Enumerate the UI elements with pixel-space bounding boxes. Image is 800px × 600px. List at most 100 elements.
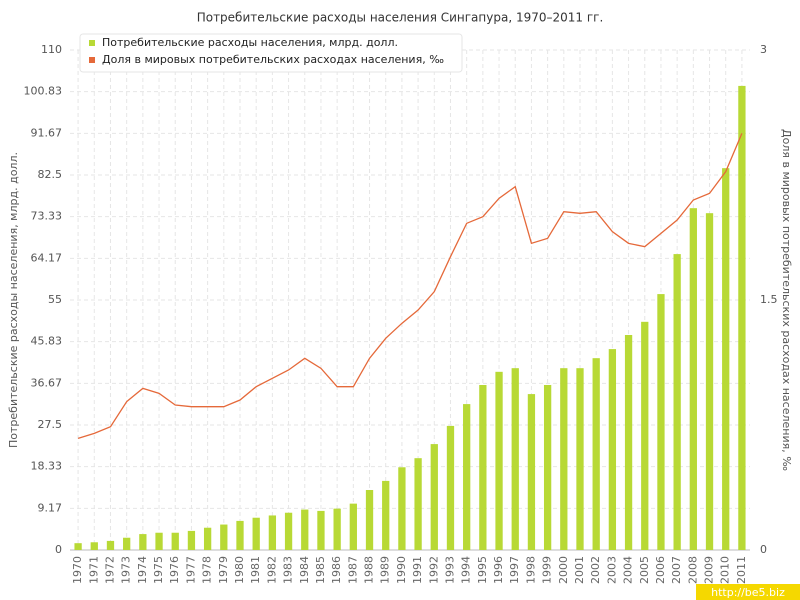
x-tick-label: 1976 [168,556,181,584]
x-tick-label: 1996 [492,556,505,584]
x-tick-label: 1993 [443,556,456,584]
x-tick-label: 2002 [589,556,602,584]
y-tick-label: 18.33 [31,460,63,473]
y-tick-label: 73.33 [31,210,63,223]
bar [203,527,212,550]
bar [284,512,293,550]
x-tick-label: 1974 [136,556,149,584]
x-tick-label: 2000 [557,556,570,584]
y2-tick-label: 1.5 [760,293,778,306]
x-tick-label: 1972 [103,556,116,584]
x-tick-label: 1983 [282,556,295,584]
x-tick-label: 2010 [719,556,732,584]
y-axis-label: Потребительские расходы населения, млрд.… [7,152,20,448]
bar [641,321,649,550]
x-tick-label: 2009 [703,556,716,584]
legend-label: Доля в мировых потребительских расходах … [102,53,444,66]
bar [592,358,600,550]
bar [495,371,503,550]
x-tick-label: 1978 [201,556,214,584]
y-tick-label: 36.67 [31,376,63,389]
bar [268,515,277,550]
y-tick-label: 110 [41,43,62,56]
chart-title: Потребительские расходы населения Сингап… [197,11,604,25]
bar [722,168,730,550]
bar [317,510,325,550]
x-tick-label: 1982 [265,556,278,584]
bar [349,503,357,550]
bar [252,517,260,550]
legend-swatch [89,40,95,46]
bar [705,213,714,550]
line [77,133,743,439]
bar [139,534,147,550]
x-tick-label: 2004 [622,556,635,584]
bar [220,524,228,550]
bar [560,368,568,550]
x-tick-label: 1999 [541,556,554,584]
x-tick-label: 1977 [184,556,197,584]
x-tick-label: 1992 [427,556,440,584]
source: http://be5.biz [711,586,785,599]
bar [624,335,633,550]
x-tick-label: 1997 [508,556,521,584]
y2-tick-label: 0 [760,543,767,556]
bar [576,368,584,550]
bar [123,537,131,550]
x-tick-label: 2005 [638,556,651,584]
bar [74,543,82,550]
bar [527,394,536,550]
bar [171,532,179,550]
x-tick-label: 1970 [71,556,84,584]
bar [608,349,617,550]
bar [414,458,422,550]
x-tick-label: 1979 [217,556,230,584]
y2-tick-label: 3 [760,43,767,56]
legend-swatch [89,57,95,63]
x-tick-label: 1984 [298,556,311,584]
x-tick-label: 2008 [686,556,699,584]
x-tick-label: 2006 [654,556,667,584]
x-tick-label: 2007 [670,556,683,584]
bar [479,385,487,550]
bar [689,208,697,550]
x-tick-label: 1987 [346,556,359,584]
y2-axis-label: Доля в мировых потребительских расходах … [780,129,793,471]
bar [657,294,665,550]
y-tick-label: 0 [55,543,62,556]
x-tick-label: 1975 [152,556,165,584]
bar [543,385,552,550]
x-tick-label: 1986 [330,556,343,584]
bar [398,467,406,550]
x-tick-label: 1998 [524,556,537,584]
bar [430,444,438,550]
bar [365,490,374,550]
x-tick-label: 1973 [120,556,133,584]
x-tick-label: 1985 [314,556,327,584]
y-tick-label: 9.17 [38,501,63,514]
legend-box [79,33,463,73]
bar [382,480,390,550]
y-tick-label: 45.83 [31,335,63,348]
x-tick-label: 1981 [249,556,262,584]
y-tick-label: 27.5 [38,418,63,431]
x-tick-label: 1994 [460,556,473,584]
x-tick-label: 2001 [573,556,586,584]
x-tick-label: 2011 [735,556,748,584]
x-tick-label: 1980 [233,556,246,584]
bar [90,542,98,550]
bar [236,520,244,550]
bar [155,532,163,550]
y-tick-label: 82.5 [38,168,63,181]
y-tick-label: 55 [48,293,62,306]
x-tick-label: 2003 [605,556,618,584]
source-badge [696,584,800,600]
bar [673,254,681,550]
bar [187,530,196,550]
bar [106,540,115,550]
bar [333,508,341,550]
bar [511,368,519,550]
x-tick-label: 1990 [395,556,408,584]
x-tick-label: 1989 [379,556,392,584]
